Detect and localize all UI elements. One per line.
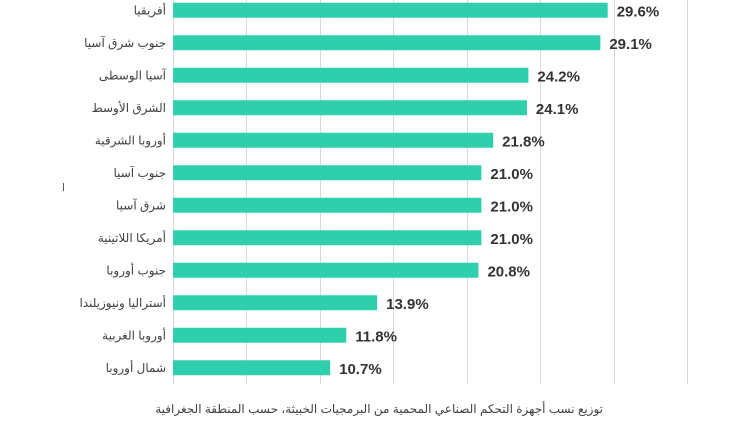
bar-chart: أفريقيا 29.6% جنوب شرق آسيا 29.1% آسيا الوسط… (79, 0, 688, 384)
category-label: أفريقيا (134, 2, 166, 18)
category-label: جنوب شرق آسيا (84, 35, 166, 51)
category-label: أستراليا ونيوزيلندا (79, 295, 166, 311)
value-label: 21.0% (490, 198, 533, 215)
category-label: أوروبا الغربية (102, 327, 166, 343)
bar (173, 132, 494, 148)
category-label: آسيا الوسطى (99, 67, 167, 83)
bar (173, 100, 527, 116)
value-label: 29.1% (609, 36, 652, 53)
bar (173, 2, 608, 18)
category-label: جنوب أوروبا (106, 262, 166, 278)
value-label: 20.8% (487, 263, 530, 280)
bar (173, 67, 529, 83)
category-label: أمريكا اللاتينية (98, 230, 166, 246)
value-label: 13.9% (386, 296, 429, 313)
category-label: شرق آسيا (116, 197, 166, 213)
value-label: 21.0% (490, 166, 533, 183)
category-label: جنوب آسيا (113, 165, 166, 181)
bar (173, 262, 479, 278)
value-label: 21.8% (502, 133, 545, 150)
bar (173, 295, 378, 311)
bar (173, 327, 347, 343)
bar (173, 360, 331, 376)
category-label: الشرق الأوسط (92, 100, 166, 116)
chart-caption: توزيع نسب أجهزة التحكم الصناعي المحمية م… (155, 402, 603, 416)
value-label: 10.7% (339, 361, 382, 378)
bar (173, 230, 482, 246)
axis-mark (63, 183, 64, 191)
value-label: 21.0% (490, 231, 533, 248)
category-label: شمال أوروبا (106, 360, 166, 376)
value-label: 29.6% (617, 3, 660, 20)
value-label: 24.2% (537, 68, 580, 85)
bar (173, 197, 482, 213)
value-label: 24.1% (536, 101, 579, 118)
bar (173, 165, 482, 181)
category-label: أوروبا الشرقية (95, 132, 166, 148)
value-label: 11.8% (355, 328, 397, 345)
bar (173, 35, 601, 51)
